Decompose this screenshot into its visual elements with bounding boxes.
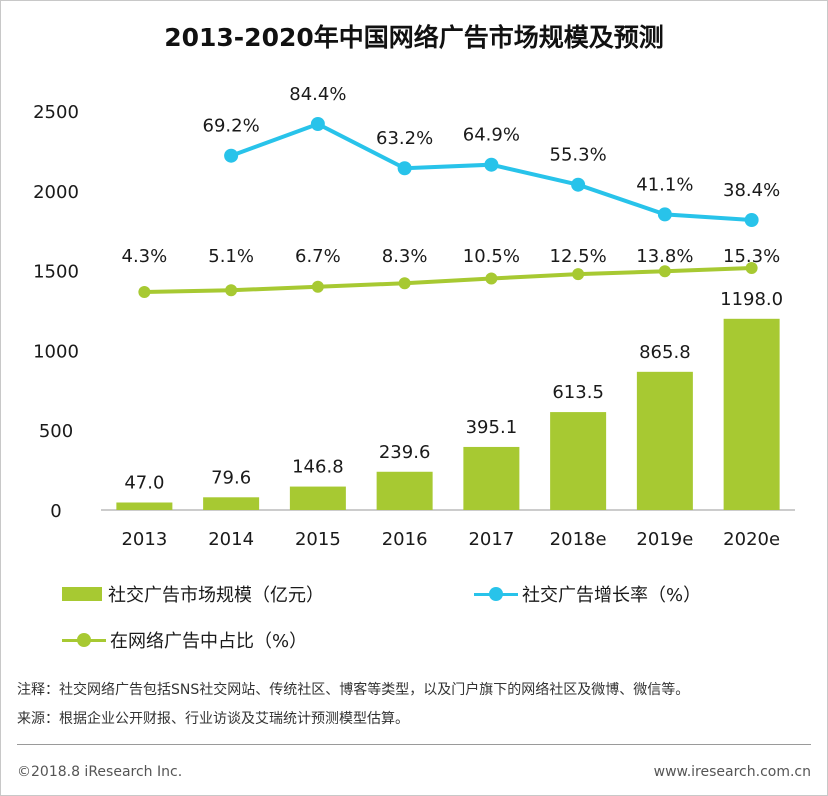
share-point	[138, 286, 151, 298]
legend-label-growth-rate: 社交广告增长率（%）	[522, 585, 702, 606]
legend-line-swatch-share	[62, 633, 106, 647]
growth-point	[657, 207, 672, 222]
share-value-label: 10.5%	[463, 246, 520, 267]
share-value-label: 13.8%	[636, 246, 693, 267]
share-value-label: 5.1%	[208, 246, 254, 267]
y-tick-label: 2000	[33, 182, 79, 203]
share-point	[658, 265, 671, 278]
x-tick-label: 2015	[295, 529, 341, 550]
growth-value-label: 64.9%	[463, 125, 520, 146]
bar	[116, 502, 173, 510]
y-tick-label: 500	[39, 421, 73, 442]
share-value-label: 4.3%	[122, 246, 168, 267]
bar-value-label: 613.5	[552, 382, 604, 403]
bar	[723, 318, 780, 510]
growth-value-label: 55.3%	[550, 145, 607, 166]
share-point	[745, 262, 758, 274]
y-tick-label: 1000	[33, 341, 79, 362]
series-line-share	[144, 266, 752, 294]
share-value-label: 6.7%	[295, 246, 341, 267]
growth-point	[310, 117, 325, 131]
bar	[550, 412, 607, 510]
growth-value-label: 63.2%	[376, 128, 433, 149]
x-tick-label: 2013	[121, 529, 167, 550]
share-value-label: 12.5%	[550, 246, 607, 267]
growth-point	[744, 213, 759, 227]
bar-value-label: 865.8	[639, 342, 691, 363]
y-tick-label: 0	[50, 501, 61, 522]
growth-point	[571, 177, 586, 192]
bar-value-label: 79.6	[211, 467, 251, 488]
share-value-label: 15.3%	[723, 246, 780, 267]
x-tick-label: 2017	[468, 529, 514, 550]
note-text: 注释：社交网络广告包括SNS社交网站、传统社区、博客等类型，以及门户旗下的网络社…	[17, 682, 690, 698]
x-tick-label: 2019e	[636, 529, 693, 550]
share-value-label: 8.3%	[382, 246, 428, 267]
bar	[203, 497, 260, 510]
share-point	[485, 272, 498, 285]
growth-point	[484, 157, 499, 172]
bar	[376, 471, 433, 510]
x-tick-label: 2016	[382, 529, 428, 550]
footer-divider	[17, 744, 811, 745]
legend-item-share: 在网络广告中占比（%）	[62, 627, 307, 653]
share-point	[311, 280, 324, 293]
growth-value-label: 84.4%	[289, 84, 346, 105]
y-tick-label: 2500	[33, 102, 79, 123]
chart-svg: 0 500 1000 1500 2000 2500 47.0 79.6 146.8 239.6 39…	[33, 84, 795, 550]
copyright-text: ©2018.8 iResearch Inc.	[17, 764, 183, 780]
share-point	[398, 277, 411, 290]
legend-label-market-size: 社交广告市场规模（亿元）	[108, 585, 324, 606]
x-tick-label: 2018e	[550, 529, 607, 550]
legend-label-share: 在网络广告中占比（%）	[110, 631, 308, 652]
bar-value-label: 47.0	[124, 472, 164, 493]
bar	[636, 371, 693, 510]
legend-item-market-size: 社交广告市场规模（亿元）	[62, 581, 324, 607]
bar	[289, 486, 346, 510]
chart-title: 2013-2020年中国网络广告市场规模及预测	[164, 23, 664, 52]
x-tick-label: 2020e	[723, 529, 780, 550]
growth-point	[397, 161, 412, 176]
bar	[463, 446, 520, 510]
legend-line-swatch-growth	[474, 587, 518, 601]
legend-bar-swatch	[62, 587, 102, 601]
website-url: www.iresearch.com.cn	[653, 764, 811, 780]
bar-value-label: 239.6	[379, 442, 431, 463]
growth-value-label: 38.4%	[723, 180, 780, 201]
bar-value-label: 395.1	[466, 417, 518, 438]
growth-value-label: 69.2%	[203, 116, 260, 137]
bar-value-label: 1198.0	[720, 289, 783, 310]
source-text: 来源：根据企业公开财报、行业访谈及艾瑞统计预测模型估算。	[17, 711, 409, 727]
share-point	[225, 284, 238, 297]
x-tick-label: 2014	[208, 529, 254, 550]
bar-value-label: 146.8	[292, 457, 344, 478]
growth-point	[224, 148, 239, 163]
share-point	[572, 268, 585, 281]
y-tick-label: 1500	[33, 262, 79, 283]
growth-value-label: 41.1%	[636, 174, 693, 195]
legend-item-growth-rate: 社交广告增长率（%）	[474, 581, 701, 607]
